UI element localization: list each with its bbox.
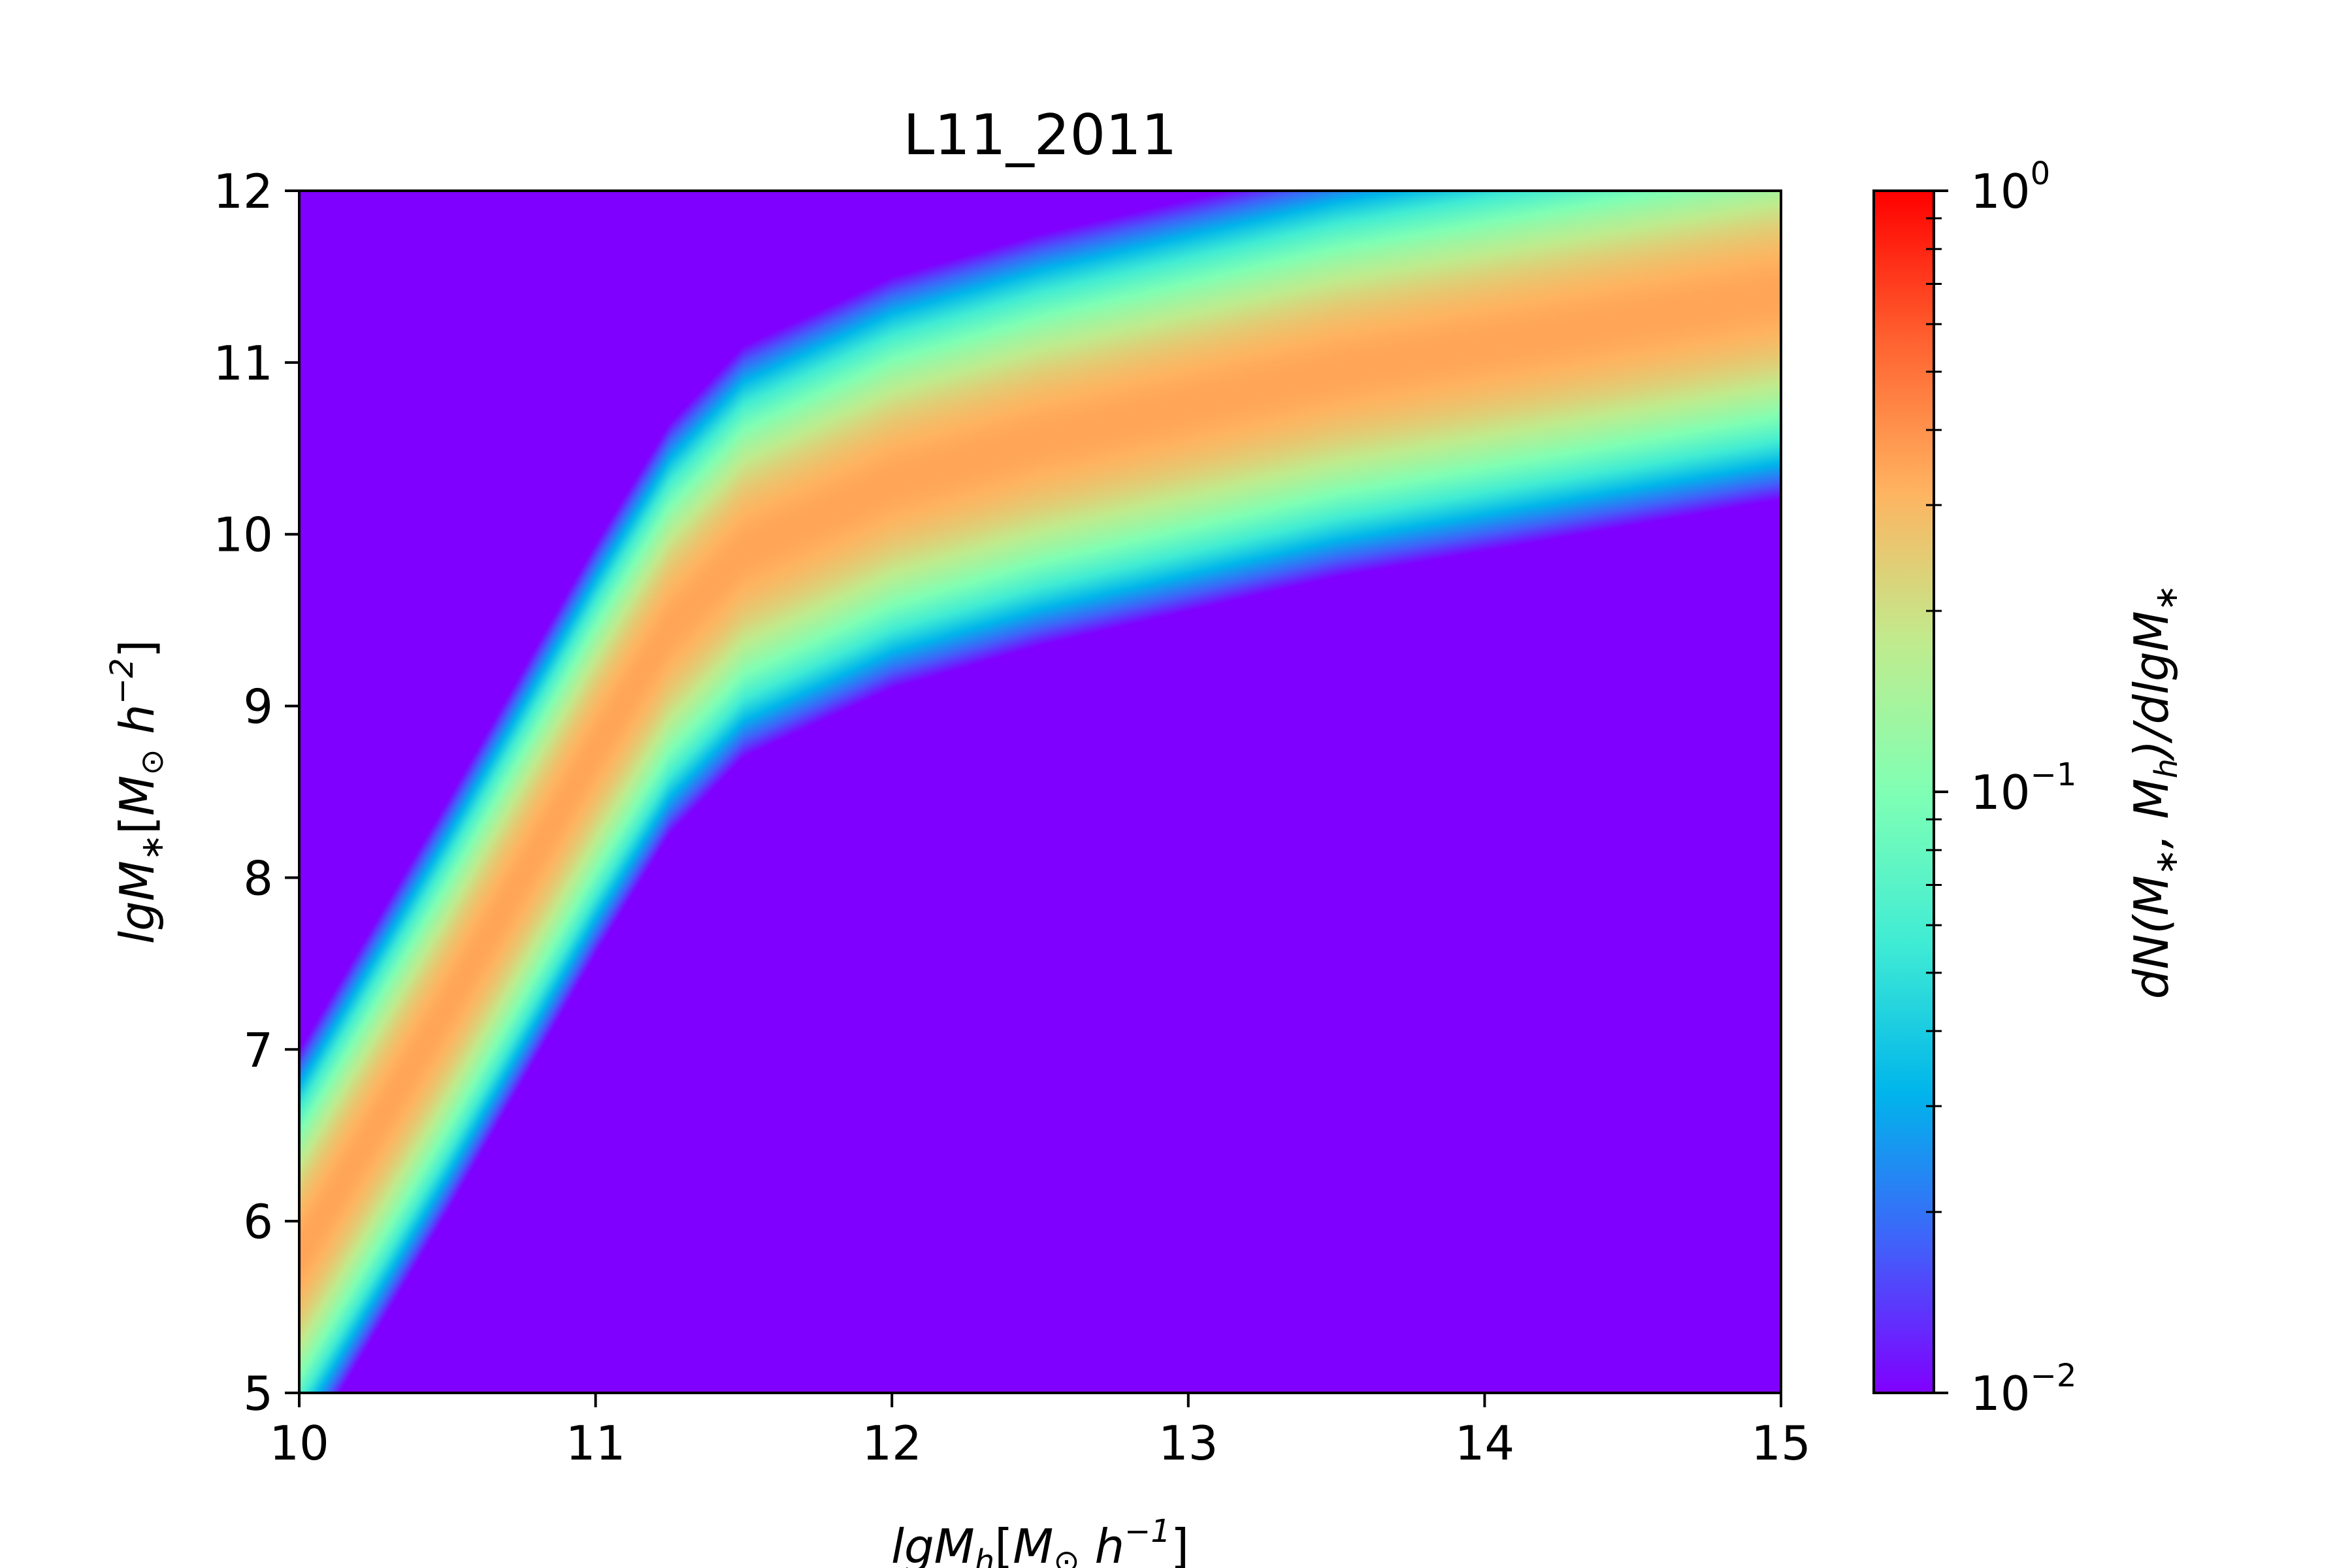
y-tick-label: 6 [243, 1194, 273, 1249]
y-axis-ticks: 5 6 7 8 9 10 11 12 [213, 164, 299, 1421]
heatmap-image [299, 191, 1781, 1393]
x-tick-label: 14 [1455, 1416, 1515, 1471]
y-tick-label: 7 [243, 1022, 273, 1077]
plot-frame [298, 189, 1782, 1394]
x-tick-label: 12 [862, 1416, 922, 1471]
x-tick-label: 11 [566, 1416, 626, 1471]
x-tick-label: 13 [1158, 1416, 1218, 1471]
y-tick-label: 12 [213, 164, 273, 219]
y-tick-label: 5 [243, 1366, 273, 1421]
x-axis-ticks: 10 11 12 13 14 15 [269, 1393, 1811, 1471]
colorbar-tick-label: 100 [1970, 155, 2050, 219]
colorbar-ticks: 100 10−1 10−2 [1926, 155, 2076, 1421]
y-tick-label: 8 [243, 851, 273, 906]
colorbar-tick-label: 10−2 [1970, 1358, 2076, 1421]
heatmap [299, 191, 1781, 1393]
colorbar [1872, 189, 1935, 1394]
y-axis-label: lgM∗[M⊙ h−2] [104, 640, 171, 944]
colorbar-tick-label: 10−1 [1970, 757, 2076, 820]
x-tick-label: 10 [269, 1416, 329, 1471]
colorbar-label: dN(M∗, Mh)/dlgM∗ [2124, 585, 2185, 999]
y-tick-label: 11 [213, 336, 273, 391]
chart-title: L11_2011 [903, 103, 1177, 168]
x-axis-label: lgMh[M⊙ h−1] [891, 1513, 1189, 1568]
x-tick-label: 15 [1751, 1416, 1811, 1471]
y-tick-label: 10 [213, 508, 273, 563]
y-tick-label: 9 [243, 679, 273, 734]
